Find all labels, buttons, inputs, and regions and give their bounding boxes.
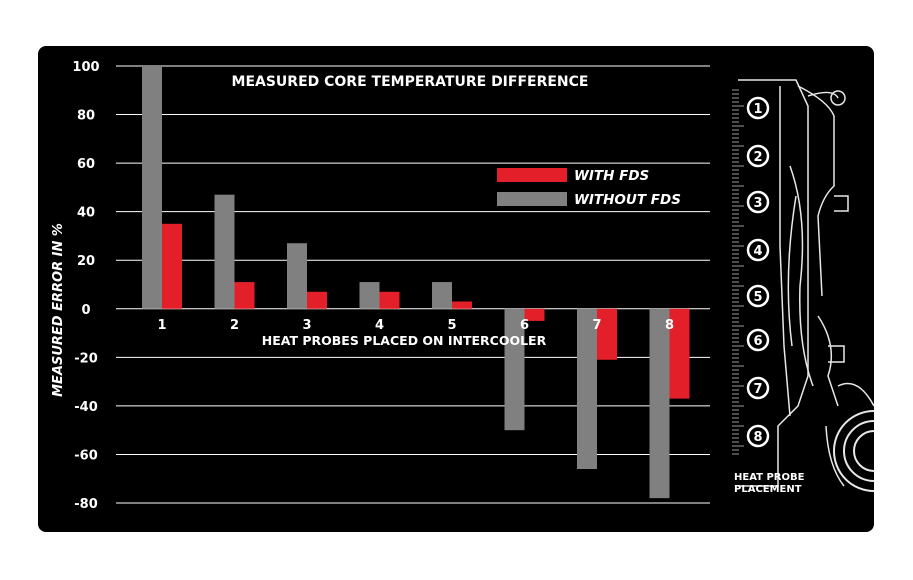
tick-labels: 100 80 60 40 20 0 -20 -40 -60 -80 1 2 3 4 5 6 7 8 <box>72 60 674 512</box>
probe-marker-number: 3 <box>753 196 762 211</box>
bar-chart: 100 80 60 40 20 0 -20 -40 -60 -80 1 2 3 4 5 6 7 8 MEASURE… <box>51 60 874 512</box>
y-tick-label: -20 <box>74 351 98 366</box>
y-tick-label: 100 <box>72 60 99 75</box>
bar-with-fds <box>524 308 545 321</box>
bar-without-fds <box>214 194 235 309</box>
x-axis-label: HEAT PROBES PLACED ON INTERCOOLER <box>262 333 547 348</box>
bar-without-fds <box>432 282 452 309</box>
bar-without-fds <box>504 308 525 431</box>
probe-marker <box>746 144 770 168</box>
x-tick-label: 2 <box>230 318 239 333</box>
diagram-caption-line2: PLACEMENT <box>734 484 802 495</box>
bar-without-fds <box>649 308 670 499</box>
y-tick-label: 20 <box>77 254 95 269</box>
bar-with-fds <box>234 282 255 309</box>
probe-marker-number: 8 <box>753 430 762 445</box>
intercooler-outline <box>825 425 845 487</box>
probe-marker-number: 7 <box>753 382 762 397</box>
intercooler-outline <box>834 195 849 212</box>
y-tick-label: -80 <box>74 497 98 512</box>
probe-marker-number: 5 <box>753 290 762 305</box>
x-tick-label: 5 <box>447 318 456 333</box>
intercooler-outline <box>738 79 809 487</box>
y-axis-label: MEASURED ERROR IN % <box>51 223 66 397</box>
intercooler-outline <box>779 86 791 417</box>
probe-marker <box>746 96 770 120</box>
inlet-ring <box>853 430 874 472</box>
bar-with-fds <box>162 223 182 309</box>
intercooler-outline <box>789 165 814 387</box>
legend-swatch <box>497 192 567 206</box>
bar-without-fds <box>359 282 380 309</box>
bars <box>142 66 690 499</box>
probe-marker-number: 2 <box>753 150 762 165</box>
grid-lines <box>116 65 710 504</box>
probe-marker <box>746 190 770 214</box>
bar-without-fds <box>287 243 307 309</box>
bar-with-fds <box>669 308 690 399</box>
y-tick-label: -60 <box>74 448 98 463</box>
x-tick-label: 7 <box>592 318 601 333</box>
y-tick-label: 60 <box>77 157 95 172</box>
intercooler-outline <box>837 382 874 407</box>
probe-marker-number: 6 <box>753 334 762 349</box>
probe-marker <box>746 328 770 352</box>
diagram-caption-line1: HEAT PROBE <box>734 472 805 483</box>
x-tick-label: 4 <box>375 318 384 333</box>
inlet-ring <box>833 410 874 492</box>
bar-with-fds <box>597 308 617 360</box>
bar-without-fds <box>577 308 597 470</box>
intercooler-outline <box>817 315 839 407</box>
probe-marker <box>746 376 770 400</box>
intercooler-outline <box>828 345 845 363</box>
chart-panel: 100 80 60 40 20 0 -20 -40 -60 -80 1 2 3 4 5 6 7 8 MEASURE… <box>38 46 874 532</box>
legend-label: WITH FDS <box>574 168 649 184</box>
bar-without-fds <box>142 66 162 309</box>
x-tick-label: 6 <box>520 318 529 333</box>
chart-title: MEASURED CORE TEMPERATURE DIFFERENCE <box>232 74 589 90</box>
probe-marker <box>746 238 770 262</box>
x-tick-label: 1 <box>157 318 166 333</box>
legend-swatch <box>497 168 567 182</box>
legend-label: WITHOUT FDS <box>574 192 681 208</box>
probe-marker-number: 4 <box>753 244 762 259</box>
intercooler-outline <box>797 85 835 297</box>
x-tick-label: 3 <box>302 318 311 333</box>
inlet-ring <box>843 420 874 482</box>
y-tick-label: 40 <box>77 206 95 221</box>
x-tick-label: 8 <box>665 318 674 333</box>
probe-marker <box>746 284 770 308</box>
bar-with-fds <box>307 291 327 309</box>
legend: WITH FDS WITHOUT FDS <box>497 168 681 208</box>
y-tick-label: 80 <box>77 109 95 124</box>
probe-marker <box>746 424 770 448</box>
y-tick-label: 0 <box>81 303 90 318</box>
intercooler-outline <box>787 195 797 347</box>
probe-marker-number: 1 <box>753 102 762 117</box>
y-tick-label: -40 <box>74 400 98 415</box>
fitting-circle <box>830 90 846 106</box>
intercooler-outline <box>807 91 839 99</box>
bar-with-fds <box>379 291 400 309</box>
bar-with-fds <box>452 301 472 309</box>
